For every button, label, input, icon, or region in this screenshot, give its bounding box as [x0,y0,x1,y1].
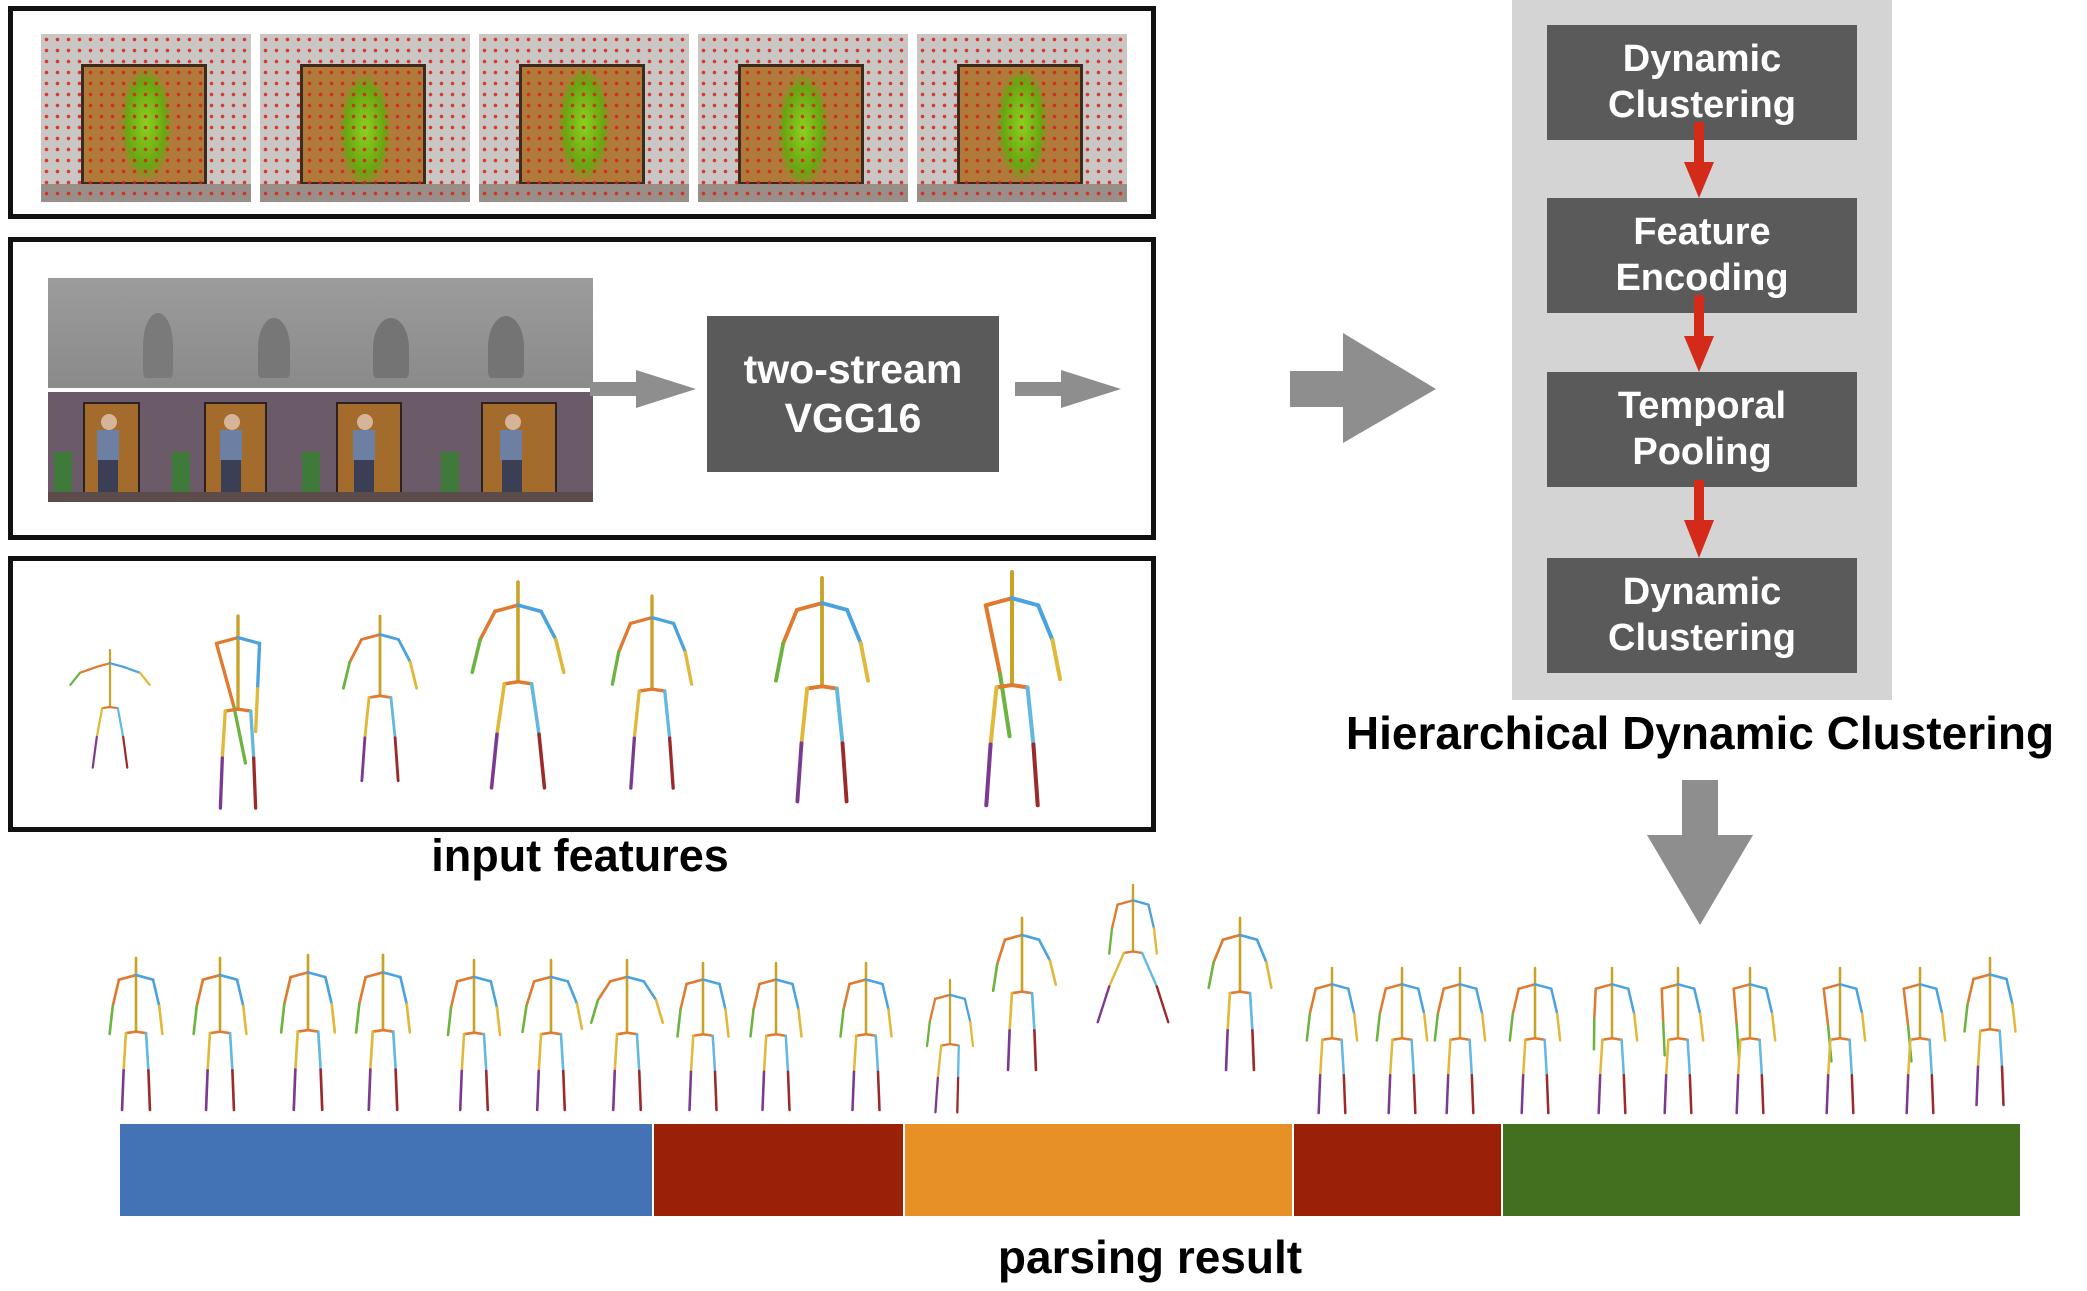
parsing-segment [1503,1124,2020,1216]
vgg16-box: two-stream VGG16 [707,316,999,472]
skeleton-pose-icon [446,958,502,1112]
skeleton-pose-icon [676,961,730,1112]
skeleton-pose-icon [354,953,412,1112]
skeleton-pose-icon [69,648,151,769]
skeleton-pose-icon [341,614,419,783]
skeleton-pose-icon [983,569,1063,808]
skeleton-pose-icon [1902,966,1947,1115]
hdc-step-temporal-pooling: Temporal Pooling [1547,372,1857,487]
skeleton-pose-icon [108,956,164,1112]
video-frame-thumbnail [698,34,908,202]
video-frame-thumbnail [917,34,1127,202]
skeleton-pose-icon [1732,966,1777,1115]
right-arrow-icon [1290,333,1436,443]
right-arrow-icon [1015,370,1121,408]
video-frame-thumbnail [41,34,251,202]
hdc-step-dynamic-clustering-1: Dynamic Clustering [1547,25,1857,140]
skeleton-pose-icon [1592,966,1639,1115]
skeleton-pose-icon [749,961,803,1112]
skeleton-pose-icon [610,594,694,790]
video-frame-thumbnail [260,34,470,202]
skeleton-pose-icon [1096,883,1170,1024]
skeleton-pose-icon [774,576,870,804]
input-features-label: input features [431,830,729,881]
rgb-frame-thumbnail [48,392,165,502]
parsing-segment [120,1124,652,1216]
down-arrow-icon [1684,122,1714,198]
skeleton-pose-icon [1963,956,2017,1107]
trajectory-frames-panel [8,6,1156,219]
skeleton-panel [8,556,1156,832]
skeleton-pose-icon [470,580,566,790]
video-frame-thumbnail [479,34,689,202]
down-arrow-icon [1647,780,1753,925]
down-arrow-icon [1684,480,1714,558]
skeleton-pose-icon [925,978,975,1114]
skeleton-pose-icon [1660,966,1705,1115]
skeleton-pose-icon [589,958,665,1112]
right-arrow-icon [590,370,696,408]
skeleton-pose-icon [521,958,584,1112]
skeleton-pose-icon [192,956,248,1112]
down-arrow-icon [1684,295,1714,372]
skeleton-pose-icon [1822,966,1867,1115]
parsing-segment [1294,1124,1502,1216]
rgb-frame-thumbnail [295,392,433,502]
parsing-result-label: parsing result [997,1231,1303,1283]
skeleton-pose-icon [214,614,262,810]
parsing-segment [653,1124,903,1216]
rgb-frame-thumbnail [165,392,295,502]
skeleton-pose-icon [279,953,337,1112]
rgb-frame-thumbnail [433,392,593,502]
skeleton-pose-icon [1207,916,1273,1072]
hdc-step-dynamic-clustering-2: Dynamic Clustering [1547,558,1857,673]
skeleton-pose-icon [1508,966,1562,1115]
parsing-segment [904,1124,1293,1216]
hdc-title: Hierarchical Dynamic Clustering [1345,707,2055,759]
skeleton-pose-icon [1305,966,1359,1115]
skeleton-pose-icon [991,916,1058,1072]
skeleton-pose-icon [1375,966,1429,1115]
hdc-step-feature-encoding: Feature Encoding [1547,198,1857,313]
skeleton-pose-icon [1433,966,1487,1115]
optical-flow-strip [48,278,593,388]
skeleton-pose-icon [839,961,893,1112]
two-stream-panel: two-stream VGG16 [8,237,1156,540]
